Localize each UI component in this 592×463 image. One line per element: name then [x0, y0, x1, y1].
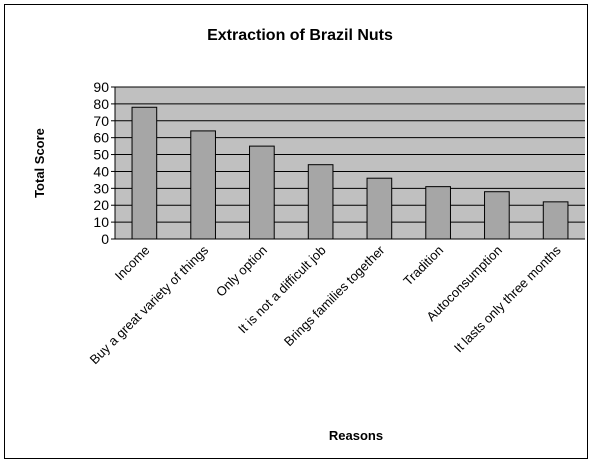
bar [249, 145, 275, 240]
bar [366, 177, 393, 240]
y-tick-label: 0 [101, 231, 109, 247]
chart-title: Extraction of Brazil Nuts [207, 27, 393, 44]
bar [131, 106, 158, 240]
bar [190, 130, 216, 240]
y-tick-label: 80 [93, 96, 109, 112]
bar [484, 191, 510, 240]
bar [425, 186, 451, 240]
y-tick-label: 10 [93, 214, 109, 230]
y-tick-label: 70 [93, 113, 109, 129]
y-tick-label: 90 [93, 79, 109, 95]
y-tick-label: 20 [93, 197, 109, 213]
y-tick-label: 40 [93, 163, 109, 179]
y-tick-label: 30 [93, 180, 109, 196]
y-axis-label: Total Score [32, 128, 47, 198]
y-tick-label: 50 [93, 147, 109, 163]
plot-area [115, 87, 585, 239]
bar [307, 164, 334, 240]
y-tick-label: 60 [93, 130, 109, 146]
x-axis-label: Reasons [329, 428, 383, 443]
bar [542, 201, 569, 240]
